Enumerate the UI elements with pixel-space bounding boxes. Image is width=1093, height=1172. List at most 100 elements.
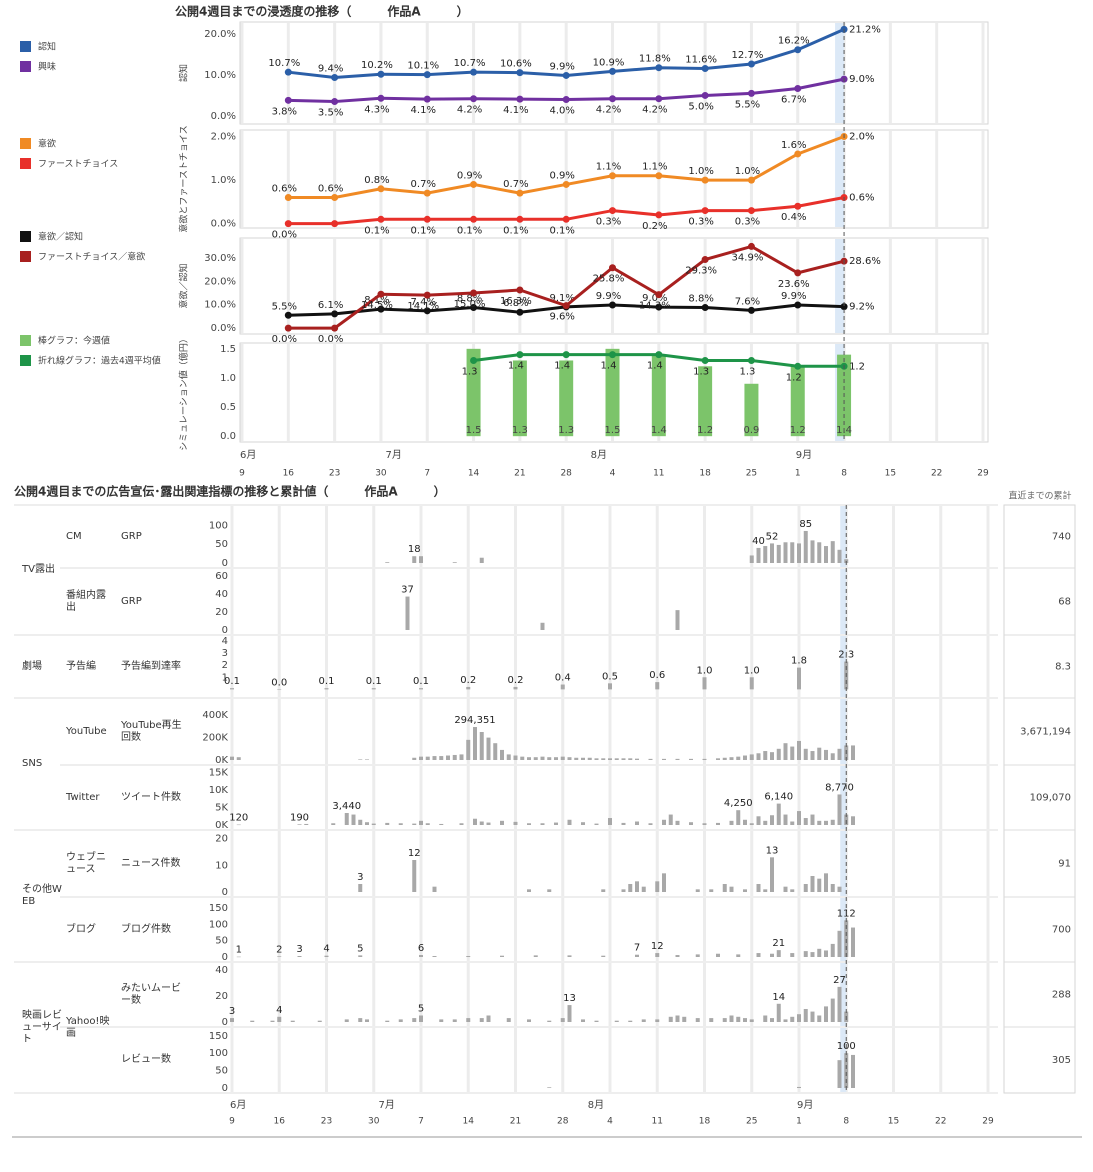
bar [297, 824, 302, 825]
bar [756, 884, 761, 892]
data-label: 1.3 [462, 366, 478, 377]
bar [648, 758, 653, 760]
bar [830, 753, 835, 760]
bar [527, 889, 531, 892]
x-tick-label: 15 [885, 469, 896, 479]
data-label: 0.1% [503, 225, 528, 236]
legend-swatch [20, 231, 31, 242]
bar-value-label: 0.1 [224, 676, 240, 687]
legend-swatch [20, 335, 31, 346]
data-label: 14.1% [407, 301, 439, 312]
bar [540, 756, 545, 760]
data-label: 9.1% [549, 293, 574, 304]
bar [702, 758, 707, 760]
total-value: 740 [1052, 532, 1071, 543]
data-label: 3.8% [272, 106, 297, 117]
bar [358, 1018, 363, 1022]
data-label: 3.5% [318, 108, 343, 119]
bar [824, 749, 828, 760]
x-tick-label: 8 [843, 1117, 849, 1127]
series-point [655, 64, 663, 72]
bar [756, 953, 761, 957]
bar [736, 954, 741, 957]
bar [567, 819, 572, 825]
y-tick-label: 50 [215, 936, 228, 947]
series-point [794, 46, 802, 54]
legend-label: 興味 [38, 61, 56, 73]
series-point [470, 68, 478, 76]
bar [432, 886, 437, 892]
x-month-label: 6月 [230, 1099, 246, 1111]
current-week-highlight [840, 963, 847, 1026]
bar [655, 953, 660, 957]
current-week-highlight [840, 831, 847, 896]
bar [776, 803, 781, 825]
bar [803, 884, 808, 892]
bar [736, 756, 741, 760]
bar-value-label: 0.5 [602, 671, 618, 682]
total-value: 68 [1058, 597, 1071, 608]
series-point [470, 289, 478, 297]
bar [419, 820, 423, 825]
bar [479, 557, 484, 563]
bar-value-label: 6,140 [764, 792, 793, 803]
series-point [794, 85, 802, 93]
data-label: 16.3% [500, 296, 532, 307]
series-point [423, 189, 431, 197]
series-point [470, 180, 478, 188]
bar [527, 757, 531, 760]
y-tick-label: 0 [222, 887, 228, 898]
data-label: 1.0% [688, 166, 713, 177]
bar [756, 816, 761, 825]
bar [668, 1016, 673, 1022]
bar [554, 757, 558, 760]
current-week-highlight [840, 506, 847, 567]
bar-value-label: 6 [418, 943, 424, 954]
data-label: 0.6% [272, 184, 297, 195]
bar [493, 743, 498, 760]
x-tick-label: 23 [329, 469, 340, 479]
bar [621, 889, 626, 892]
series-point [516, 95, 524, 103]
x-month-label: 8月 [591, 449, 607, 461]
bar-value-label: 27 [833, 975, 846, 986]
x-tick-label: 21 [514, 469, 525, 479]
bar [466, 1018, 471, 1022]
bar [763, 1015, 768, 1022]
bar [790, 1016, 795, 1022]
bar [486, 737, 491, 760]
bar [419, 1015, 423, 1022]
bar [722, 757, 727, 760]
series-point [377, 94, 385, 102]
series-point [655, 211, 663, 219]
bar [351, 814, 356, 825]
bar [385, 822, 390, 825]
series-point [516, 351, 524, 359]
data-label: 8.8% [688, 294, 713, 305]
series-point [794, 202, 802, 210]
bar [344, 813, 349, 825]
bar-value-label: 120 [229, 813, 248, 824]
series-point [747, 60, 755, 68]
bar-value-label: 1 [236, 945, 242, 956]
x-month-label: 7月 [386, 449, 402, 461]
bar [803, 748, 808, 760]
y-tick-label: 40 [215, 965, 228, 976]
metric-label: ツイート件数 [121, 791, 181, 803]
data-label: 0.0% [272, 230, 297, 241]
bar-value-label: 0.1 [366, 676, 382, 687]
bar [698, 366, 713, 437]
bar [270, 1020, 275, 1022]
bar [702, 677, 707, 690]
bar [675, 1015, 680, 1022]
bar [290, 1020, 295, 1022]
y-tick-label: 10 [215, 860, 228, 871]
bar [459, 754, 464, 760]
y-tick-label: 3 [222, 648, 228, 659]
bar [655, 881, 660, 892]
bar [756, 753, 761, 760]
bar [776, 544, 781, 563]
metric-label: みたいムービー数 [121, 982, 181, 1006]
data-label: 8.8% [457, 294, 482, 305]
series-point [655, 95, 663, 103]
